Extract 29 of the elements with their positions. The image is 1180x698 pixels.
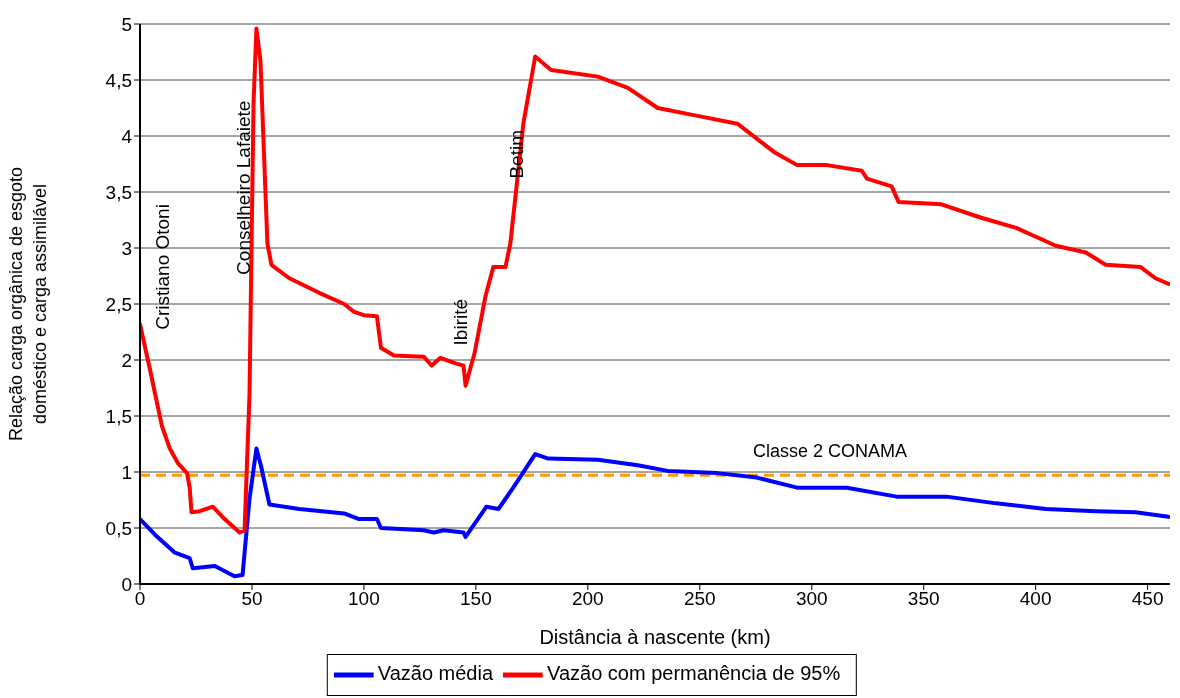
annotation: Conselheiro Lafaiete: [233, 100, 254, 275]
x-tick-label: 50: [241, 588, 263, 610]
x-tick-label: 250: [683, 588, 716, 610]
y-tick-label: 5: [121, 13, 132, 35]
x-tick-label: 200: [571, 588, 604, 610]
y-tick-label: 2: [121, 349, 132, 371]
y-tick-label: 4: [121, 125, 133, 147]
y-tick-label: 4,5: [105, 69, 132, 91]
y-tick-label: 2,5: [105, 293, 132, 315]
y-axis-title: Relação carga orgânica de esgoto doméstico e carga assimilável: [6, 166, 50, 442]
y-tick-label: 3: [121, 237, 132, 259]
x-axis-title: Distância à nascente (km): [539, 626, 771, 648]
annotation: Betim: [506, 129, 528, 179]
legend-label: Vazão média: [377, 662, 494, 685]
annotation: Ibirité: [450, 298, 472, 346]
x-tick-label: 150: [460, 588, 492, 610]
x-tick-label: 400: [1019, 588, 1052, 610]
y-tick-label: 0: [121, 573, 132, 595]
y-tick-label: 3,5: [105, 181, 132, 203]
y-tick-label: 1: [121, 461, 132, 483]
y-tick-label: 1,5: [105, 405, 132, 427]
annotation: Cristiano Otoni: [152, 204, 174, 330]
legend-label: Vazão com permanência de 95%: [547, 662, 841, 685]
x-tick-label: 450: [1131, 588, 1164, 610]
ref-line-label: Classe 2 CONAMA: [753, 441, 908, 462]
x-tick-label: 350: [907, 588, 940, 610]
y-tick-label: 0,5: [105, 517, 132, 539]
x-tick-label: 100: [348, 588, 380, 610]
x-tick-label: 300: [795, 588, 828, 610]
